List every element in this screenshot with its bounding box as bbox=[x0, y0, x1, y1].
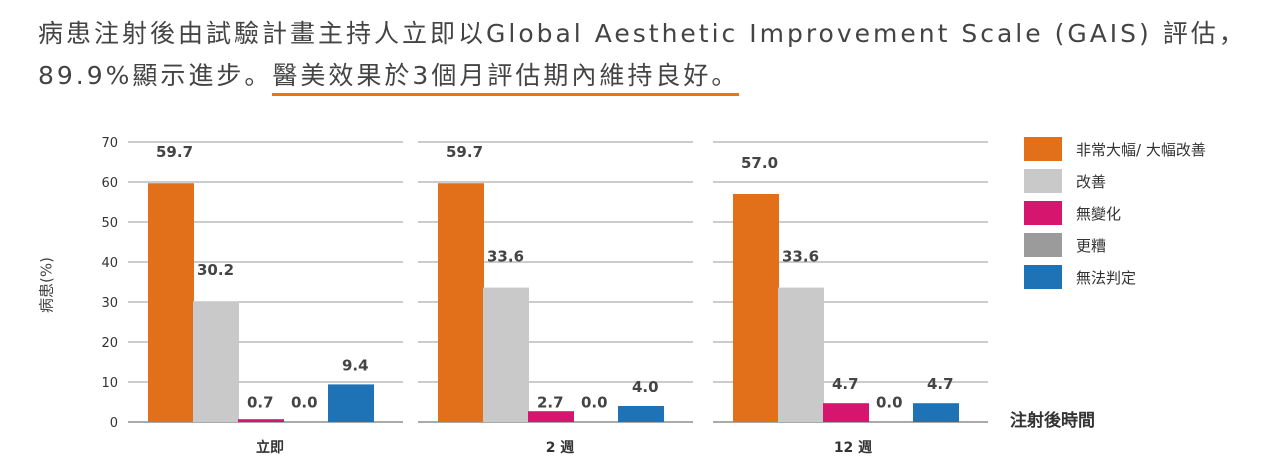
legend: 非常大幅/ 大幅改善 改善無變化更糟無法判定 bbox=[1024, 133, 1206, 293]
data-label: 0.7 bbox=[247, 394, 274, 412]
data-label: 33.6 bbox=[487, 248, 524, 266]
data-label: 57.0 bbox=[741, 154, 778, 172]
bar bbox=[193, 301, 239, 422]
heading-highlight: 醫美效果於3個月評估期內維持良好。 bbox=[272, 61, 740, 96]
legend-swatch bbox=[1024, 137, 1062, 161]
y-tick-label: 10 bbox=[101, 376, 118, 391]
y-tick-label: 60 bbox=[101, 176, 118, 191]
legend-swatch bbox=[1024, 233, 1062, 257]
y-tick-label: 70 bbox=[101, 136, 118, 151]
y-tick-label: 30 bbox=[101, 296, 118, 311]
legend-label: 非常大幅/ 大幅改善 bbox=[1076, 140, 1206, 159]
bar bbox=[483, 287, 529, 422]
data-label: 4.7 bbox=[832, 375, 859, 393]
x-category-label: 立即 bbox=[256, 439, 284, 456]
data-label: 0.0 bbox=[291, 394, 318, 412]
data-label: 0.0 bbox=[876, 394, 903, 412]
legend-swatch bbox=[1024, 169, 1062, 193]
data-label: 59.7 bbox=[446, 143, 483, 161]
y-axis-title: 病患(%) bbox=[37, 257, 56, 313]
data-label: 4.0 bbox=[632, 378, 659, 396]
data-label: 0.0 bbox=[581, 394, 608, 412]
heading-line-2: 89.9%顯示進步。醫美效果於3個月評估期內維持良好。 bbox=[38, 56, 1268, 96]
bar bbox=[733, 194, 779, 422]
x-category-label: 2 週 bbox=[546, 440, 575, 456]
legend-item: 更糟 bbox=[1024, 229, 1206, 261]
heading-line-2-prefix: 89.9%顯示進步。 bbox=[38, 61, 273, 90]
x-axis-title: 注射後時間 bbox=[1010, 411, 1095, 431]
data-label: 9.4 bbox=[342, 356, 369, 374]
data-label: 4.7 bbox=[927, 375, 954, 393]
bar bbox=[913, 403, 959, 422]
y-tick-label: 50 bbox=[101, 216, 118, 231]
legend-swatch bbox=[1024, 265, 1062, 289]
bar bbox=[778, 287, 824, 422]
bar bbox=[618, 406, 664, 422]
y-tick-label: 40 bbox=[101, 256, 118, 271]
bar bbox=[148, 183, 194, 422]
legend-label: 更糟 bbox=[1076, 236, 1107, 255]
legend-item: 改善 bbox=[1024, 165, 1206, 197]
legend-item: 無變化 bbox=[1024, 197, 1206, 229]
data-label: 59.7 bbox=[156, 143, 193, 161]
bar bbox=[528, 411, 574, 422]
data-label: 33.6 bbox=[782, 248, 819, 266]
legend-item: 非常大幅/ 大幅改善 bbox=[1024, 133, 1206, 165]
bar bbox=[823, 403, 869, 422]
bar bbox=[438, 183, 484, 422]
legend-label: 無法判定 bbox=[1076, 268, 1137, 287]
data-label: 30.2 bbox=[197, 261, 234, 279]
bar bbox=[238, 419, 284, 422]
legend-label: 改善 bbox=[1076, 172, 1107, 191]
y-tick-label: 20 bbox=[101, 336, 118, 351]
data-label: 2.7 bbox=[537, 394, 564, 412]
heading: 病患注射後由試驗計畫主持人立即以Global Aesthetic Improve… bbox=[38, 14, 1268, 96]
x-category-label: 12 週 bbox=[834, 440, 872, 456]
y-tick-label: 0 bbox=[110, 416, 118, 431]
legend-item: 無法判定 bbox=[1024, 261, 1206, 293]
legend-swatch bbox=[1024, 201, 1062, 225]
bar bbox=[328, 384, 374, 422]
legend-label: 無變化 bbox=[1076, 204, 1122, 223]
heading-line-1: 病患注射後由試驗計畫主持人立即以Global Aesthetic Improve… bbox=[38, 19, 1247, 48]
